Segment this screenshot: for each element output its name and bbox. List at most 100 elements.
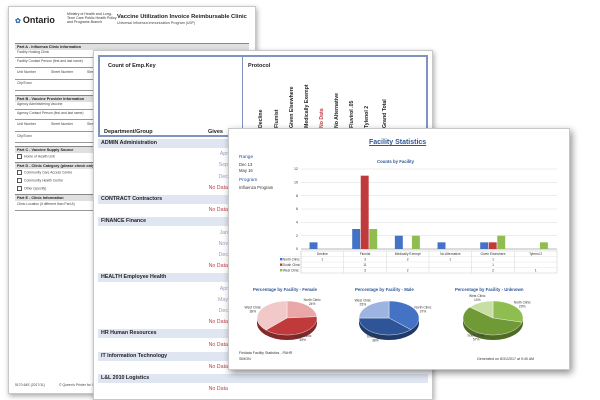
form-field-label: Unit Number — [17, 122, 37, 126]
form-field-label: City/Town — [17, 134, 32, 138]
pie-slice — [492, 300, 524, 323]
pie-slice-label: South Clinic — [294, 334, 312, 338]
pie-slice — [256, 300, 288, 331]
pie-slice-label: West Clinic — [355, 298, 372, 302]
pivot-group-label: FINANCE Finance — [101, 218, 147, 225]
y-tick-label: 8 — [296, 194, 298, 198]
pivot-column-header: Decline — [258, 109, 264, 128]
pivot-dept-header: Department/Group — [104, 129, 153, 135]
legend-value: 11 — [363, 263, 367, 267]
x-tick-label: Given Elsewhere — [481, 252, 506, 256]
ministry-name: Ministry of Health and Long-Term Care Pu… — [67, 12, 117, 25]
form-checkbox[interactable]: Home of Health Unit — [17, 154, 55, 159]
bar — [360, 175, 369, 249]
pivot-gives-value: No Data — [208, 386, 228, 393]
form-checkbox[interactable]: Other (specify) — [17, 186, 46, 191]
legend-value: 1 — [492, 263, 494, 267]
pie-slice-value: 25% — [360, 302, 367, 306]
pivot-gives-value: Sep — [218, 162, 228, 169]
pivot-gives-value: Dec — [218, 252, 228, 258]
legend-value: 2 — [407, 258, 409, 262]
stats-footer-user: SIMON — [239, 357, 251, 361]
legend-series-name: South Clinic — [283, 263, 300, 267]
checkbox-icon — [17, 178, 22, 183]
checkbox-icon — [17, 154, 22, 159]
pivot-column-header: Given Elsewhere — [289, 86, 295, 128]
form-field-label: Unit Number — [17, 70, 37, 74]
form-section-a: Part A - Influenza Clinic Information — [15, 43, 249, 50]
pivot-group-label: IT Information Technology — [101, 352, 168, 359]
pivot-gives-value: No Data — [208, 207, 228, 214]
bar — [352, 229, 361, 249]
legend-value: 3 — [364, 269, 366, 273]
bar — [411, 235, 420, 249]
pivot-row: May — [98, 296, 428, 305]
pivot-gives-value: Dec — [218, 173, 228, 180]
form-field-label: Agency Contact Person (first and last na… — [17, 111, 84, 115]
pivot-group-label: CONTRACT Contractors — [101, 196, 163, 202]
form-footer-copyright: © Queen's Printer for Ontario, 2016 — [59, 383, 113, 387]
pivot-group-label: L&L 2010 Logistics — [101, 375, 150, 382]
pie-slice — [388, 300, 420, 330]
pivot-gives-value: No Data — [208, 184, 228, 191]
range-from: Dec 13 — [239, 162, 253, 167]
bar — [437, 242, 446, 249]
pie-slice-value: 24% — [309, 302, 316, 306]
pivot-header: Count of Emp.Key Protocol Department/Gro… — [98, 55, 428, 137]
form-checkbox[interactable]: Community Care Access Centre — [17, 170, 72, 175]
legend-swatch — [280, 263, 283, 266]
pie-slice-value: 14% — [474, 298, 481, 302]
pivot-gives-value: Dec — [218, 308, 228, 314]
pie-slice — [358, 300, 390, 319]
pie-title-unknown: Percentage by Facility - Unknown — [455, 287, 524, 292]
legend-swatch — [280, 258, 283, 261]
pivot-gives-value: No Data — [208, 263, 228, 270]
pie-slice-value: 29% — [519, 305, 526, 309]
pivot-column-header: Flumist — [274, 109, 280, 128]
form-field-label: Agency Administering Vaccine — [17, 102, 63, 106]
pivot-gives-value: Apr — [219, 151, 228, 158]
pie-slice-label: South Clinic — [467, 334, 485, 338]
pie-slice — [265, 316, 318, 336]
pie-slice-label: North Clinic — [304, 298, 321, 302]
pivot-column-header: Tylenol 2 — [364, 105, 370, 128]
bar — [539, 242, 548, 249]
y-tick-label: 6 — [296, 207, 298, 211]
checkbox-icon — [17, 170, 22, 175]
pivot-gives-value: No Data — [208, 364, 228, 370]
pivot-row: No Data — [98, 262, 428, 271]
pivot-column-header: No Alternative — [334, 93, 340, 128]
pivot-row: Apr — [98, 285, 428, 294]
pivot-group-row: L&L 2010 Logistics — [98, 374, 428, 383]
pivot-column-header: Fluvirol .05 — [349, 100, 355, 128]
checkbox-icon — [17, 186, 22, 191]
pivot-divider — [242, 57, 243, 135]
pivot-column-header: Grand Total — [382, 99, 388, 128]
pivot-gives-value: Nov — [218, 240, 228, 247]
pivot-row: Jan — [98, 229, 428, 238]
pivot-gives-value: Apr — [219, 285, 228, 292]
x-tick-label: No Alternative — [440, 252, 461, 256]
pivot-gives-value: No Data — [208, 341, 228, 348]
stats-footer-generated: Generated on 8/31/2017 at 9:40 AM — [477, 357, 535, 361]
pivot-row: Nov — [98, 240, 428, 249]
legend-swatch — [280, 269, 283, 272]
facility-statistics-sheet: Facility Statistics Range Dec 13 May 16 … — [228, 128, 570, 370]
pie-slice-value: 57% — [473, 338, 480, 342]
pivot-row: Dec — [98, 307, 428, 316]
form-title: Vaccine Utilization Invoice Reimbursable… — [117, 14, 247, 20]
pivot-gives-value: No Data — [208, 319, 228, 326]
legend-value: 1 — [535, 269, 537, 273]
pivot-row: No Data — [98, 184, 428, 193]
form-field-label: City/Town — [17, 81, 32, 85]
pivot-gives-value: Jan — [219, 229, 228, 236]
y-tick-label: 4 — [296, 221, 298, 225]
form-checkbox[interactable]: Community Health Centre — [17, 178, 63, 183]
pie-slice — [286, 300, 318, 319]
legend-value: 2 — [492, 269, 494, 273]
bar — [488, 242, 497, 249]
pie-slice-value: 38% — [372, 338, 379, 342]
legend-series-name: North Clinic — [283, 258, 300, 262]
